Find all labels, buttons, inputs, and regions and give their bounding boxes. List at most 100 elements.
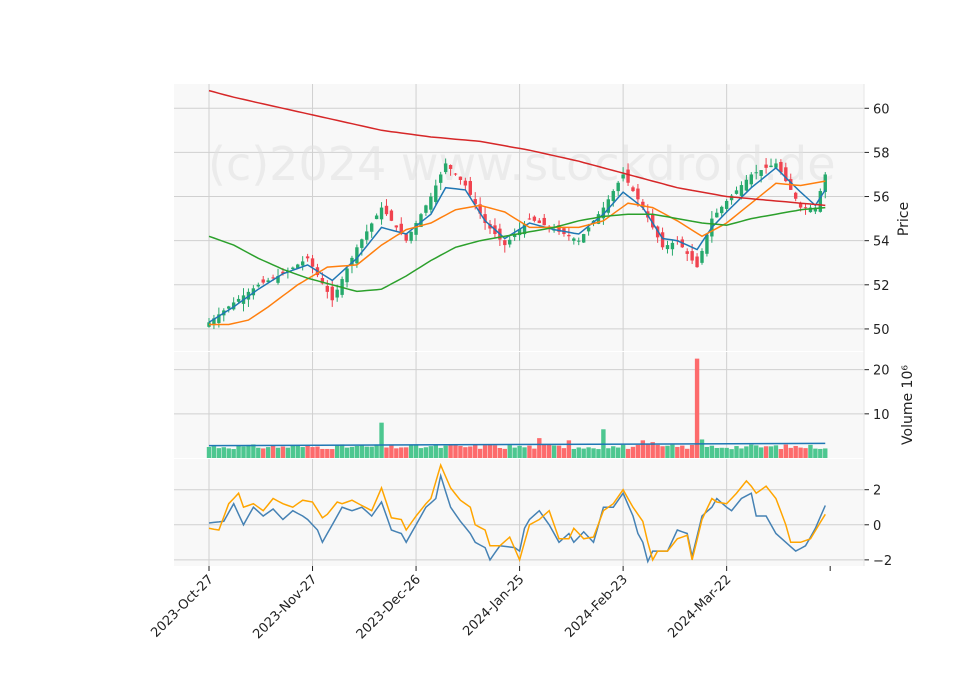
volume-bar xyxy=(773,445,779,458)
volume-bar xyxy=(793,445,798,458)
candle-body xyxy=(394,225,399,228)
volume-bar xyxy=(734,446,739,458)
volume-bar xyxy=(492,445,498,458)
y-tick-label: −2 xyxy=(873,554,892,569)
volume-bar xyxy=(374,444,379,458)
candle-body xyxy=(779,161,783,173)
volume-bar xyxy=(236,445,241,458)
grid-lines xyxy=(174,84,864,566)
candle-body xyxy=(468,181,472,195)
candle-body xyxy=(798,203,803,208)
volume-bar xyxy=(714,447,719,458)
volume-bar xyxy=(334,445,340,458)
volume-bar xyxy=(418,448,424,458)
candle-body xyxy=(227,306,231,309)
volume-bar xyxy=(344,447,350,458)
volume-bar xyxy=(685,448,690,458)
candle-body xyxy=(508,239,512,245)
volume-bar xyxy=(640,440,646,458)
volume-bar xyxy=(532,448,537,458)
osc-panel-background xyxy=(174,459,864,566)
candle-body xyxy=(404,234,408,241)
volume-bar xyxy=(394,448,399,458)
volume-bar xyxy=(783,444,789,458)
volume-bar xyxy=(615,447,621,458)
volume-bar xyxy=(251,444,256,458)
volume-bar xyxy=(438,447,443,458)
candle-body xyxy=(231,302,236,310)
candle-body xyxy=(335,289,339,298)
volume-bar xyxy=(246,444,251,458)
moving-average-ma90-line xyxy=(208,89,826,207)
y-tick-label: 0 xyxy=(873,519,881,534)
volume-bar xyxy=(556,445,562,458)
candle-body xyxy=(409,231,413,241)
moving-average-ma5-line xyxy=(208,166,826,323)
candle-body xyxy=(355,247,359,264)
volume-bar xyxy=(754,445,759,458)
volume-bar xyxy=(763,446,769,458)
volume-bar xyxy=(280,446,286,458)
volume-bar xyxy=(507,445,512,458)
candle-body xyxy=(434,185,438,202)
volume-bar xyxy=(675,446,680,458)
volume-bar xyxy=(527,445,532,458)
candle-body xyxy=(379,207,384,220)
volume-bar xyxy=(551,445,557,458)
candle-body xyxy=(705,234,709,254)
volume-bar xyxy=(468,446,473,458)
volume-bar xyxy=(571,448,577,458)
volume-bar xyxy=(265,447,271,458)
volume-bar xyxy=(384,447,389,458)
volume-bar xyxy=(290,445,296,458)
volume-bar xyxy=(448,445,453,458)
volume-bar xyxy=(645,444,650,458)
candle-body xyxy=(330,286,334,301)
y-tick-label: 50 xyxy=(873,323,890,338)
x-tick-label: 2023-Nov-27 xyxy=(250,572,320,642)
candle-body xyxy=(424,205,428,213)
candle-body xyxy=(754,172,758,174)
candle-body xyxy=(586,227,591,232)
volume-bar xyxy=(330,449,335,458)
volume-bar xyxy=(295,445,300,458)
candle-body xyxy=(769,165,773,168)
volume-bar xyxy=(226,448,231,458)
candle-body xyxy=(581,234,586,243)
y-tick-label: 52 xyxy=(873,279,890,294)
candle-body xyxy=(527,218,532,220)
y-tick-label: 54 xyxy=(873,235,890,250)
candle-body xyxy=(739,185,744,196)
volume-bar xyxy=(670,444,675,458)
candle-body xyxy=(690,251,694,261)
candle-body xyxy=(522,223,527,235)
volume-bar xyxy=(473,444,478,458)
volume-bar xyxy=(310,447,315,458)
candle-body xyxy=(572,238,576,241)
oscillator-panel xyxy=(208,462,826,564)
candle-body xyxy=(325,286,330,292)
candle-body xyxy=(261,279,265,283)
candle-body xyxy=(695,256,699,268)
candle-body xyxy=(453,173,458,175)
candle-body xyxy=(483,214,487,224)
volume-bar xyxy=(778,449,784,458)
candle-body xyxy=(458,176,463,180)
candle-body xyxy=(360,239,364,248)
volume-bar xyxy=(231,449,236,458)
volume-bar xyxy=(650,442,655,458)
candle-body xyxy=(276,275,280,283)
volume-bar xyxy=(211,446,217,458)
candle-body xyxy=(429,196,433,210)
candle-body xyxy=(651,214,655,228)
candle-body xyxy=(236,298,241,302)
candle-body xyxy=(488,223,492,229)
y-tick-label: 10 xyxy=(873,408,890,423)
volume-bar xyxy=(497,448,503,458)
volume-bar xyxy=(512,447,517,458)
volume-bar xyxy=(285,447,291,458)
volume-bar xyxy=(699,439,705,458)
candle-body xyxy=(636,188,640,200)
volume-bar xyxy=(660,446,665,458)
